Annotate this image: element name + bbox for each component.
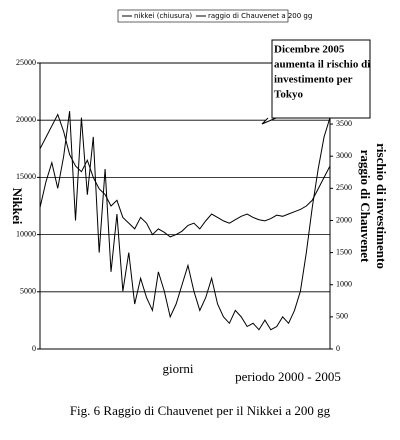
y2-tick-label: 3000 [336,151,352,160]
caption: Fig. 6 Raggio di Chauvenet per il Nikkei… [70,403,331,418]
legend-entry: nikkei (chiusura) [134,12,192,20]
series-line [39,111,331,331]
y-tick-label: 15000 [16,172,36,181]
y2-axis-label: rischio di investimento [374,143,389,269]
annotation: Tokyo [274,89,303,101]
legend-entry: raggio di Chauvenet a 200 gg [208,12,312,20]
y-tick-label: 20000 [16,115,36,124]
x-axis-label: giorni [162,361,193,376]
y-tick-label: 10000 [16,229,36,238]
y2-tick-label: 3500 [336,119,352,128]
y2-tick-label: 1000 [336,280,352,289]
annotation: Dicembre 2005 [274,44,345,56]
y2-tick-label: 500 [336,312,348,321]
y2-tick-label: 2500 [336,183,352,192]
period-label: periodo 2000 - 2005 [235,369,341,384]
annotation: aumenta il rischio di [274,59,370,71]
series-line [39,113,331,238]
y-tick-label: 0 [32,344,36,353]
y2-tick-label: 1500 [336,247,352,256]
y-tick-label: 25000 [16,58,36,67]
annotation: investimento per [274,74,353,86]
y2-tick-label: 2000 [336,215,352,224]
annotation-box [261,39,371,125]
y-axis-label: Nikkei [10,188,25,225]
y2-tick-label: 0 [336,344,340,353]
y-tick-label: 5000 [20,287,36,296]
y2-axis-label: raggio di Chauvenet [358,150,373,263]
